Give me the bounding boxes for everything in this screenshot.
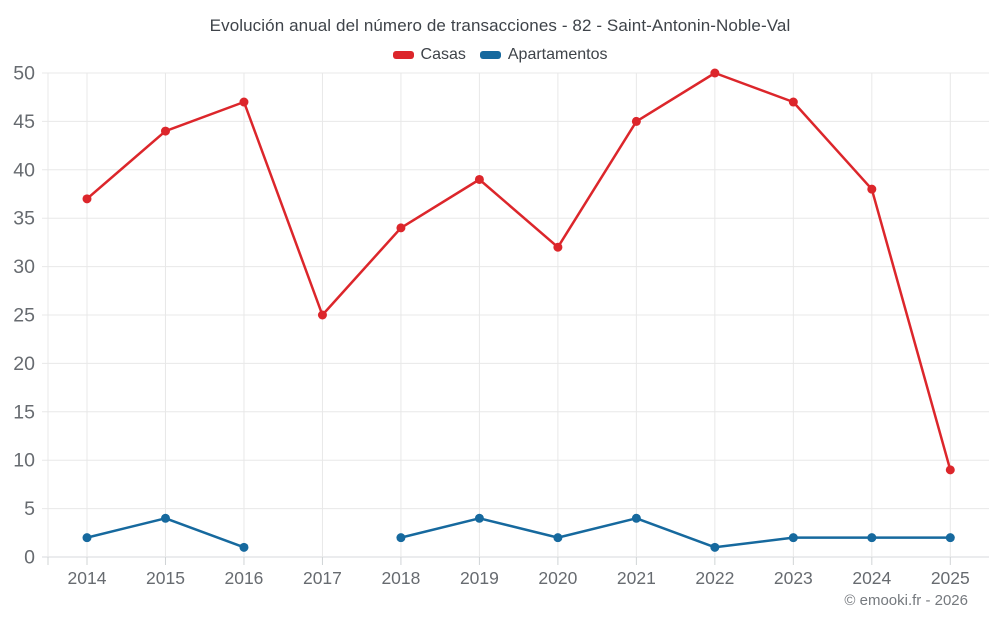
chart-legend: Casas Apartamentos xyxy=(0,44,1000,66)
data-point-casas-2024[interactable] xyxy=(867,184,877,194)
data-point-casas-2022[interactable] xyxy=(710,68,720,78)
y-tick-label: 10 xyxy=(13,450,35,472)
data-point-apartamentos-2023[interactable] xyxy=(788,533,798,543)
legend-label-apartamentos: Apartamentos xyxy=(507,46,608,63)
data-point-casas-2017[interactable] xyxy=(317,310,327,320)
data-point-apartamentos-2016[interactable] xyxy=(239,542,249,552)
x-tick-label: 2014 xyxy=(68,568,107,588)
y-tick-label: 0 xyxy=(24,547,35,569)
x-tick-label: 2022 xyxy=(695,568,734,588)
y-tick-label: 15 xyxy=(13,401,35,423)
copyright-credit: © emooki.fr - 2026 xyxy=(844,592,968,609)
legend-item-casas[interactable]: Casas xyxy=(392,46,466,64)
chart-title: Evolución anual del número de transaccio… xyxy=(209,16,791,35)
legend-item-apartamentos[interactable]: Apartamentos xyxy=(479,46,608,64)
series-line-casas xyxy=(85,71,952,472)
data-point-casas-2015[interactable] xyxy=(160,126,170,136)
x-tick-label: 2023 xyxy=(774,568,813,588)
x-tick-label: 2021 xyxy=(617,568,656,588)
legend-label-casas: Casas xyxy=(420,46,466,63)
series-line-apartamentos xyxy=(85,517,952,549)
data-point-apartamentos-2025[interactable] xyxy=(945,533,955,543)
y-tick-label: 35 xyxy=(13,208,35,230)
data-point-casas-2020[interactable] xyxy=(553,242,563,252)
data-point-casas-2025[interactable] xyxy=(945,465,955,475)
data-point-casas-2018[interactable] xyxy=(396,223,406,233)
x-tick-label: 2018 xyxy=(381,568,420,588)
x-tick-label: 2024 xyxy=(852,568,891,588)
data-point-casas-2023[interactable] xyxy=(788,97,798,107)
x-tick-label: 2025 xyxy=(931,568,970,588)
data-point-apartamentos-2022[interactable] xyxy=(710,542,720,552)
legend-swatch-apartamentos-icon xyxy=(479,51,501,59)
x-tick-label: 2016 xyxy=(224,568,263,588)
y-tick-label: 40 xyxy=(13,159,35,181)
y-tick-label: 5 xyxy=(24,498,35,520)
y-tick-label: 50 xyxy=(13,63,35,85)
legend-swatch-casas-icon xyxy=(392,51,414,59)
data-point-apartamentos-2018[interactable] xyxy=(396,533,406,543)
y-tick-label: 20 xyxy=(13,353,35,375)
x-tick-label: 2020 xyxy=(538,568,577,588)
data-point-casas-2019[interactable] xyxy=(474,174,484,184)
y-tick-label: 45 xyxy=(13,111,35,133)
data-point-apartamentos-2015[interactable] xyxy=(160,513,170,523)
y-tick-label: 25 xyxy=(13,305,35,327)
x-tick-label: 2017 xyxy=(303,568,342,588)
data-point-apartamentos-2021[interactable] xyxy=(631,513,641,523)
data-point-apartamentos-2019[interactable] xyxy=(474,513,484,523)
data-point-casas-2016[interactable] xyxy=(239,97,249,107)
data-point-apartamentos-2014[interactable] xyxy=(82,533,92,543)
x-tick-label: 2019 xyxy=(460,568,499,588)
data-point-apartamentos-2020[interactable] xyxy=(553,533,563,543)
data-point-casas-2021[interactable] xyxy=(631,116,641,126)
data-point-apartamentos-2024[interactable] xyxy=(867,533,877,543)
y-tick-label: 30 xyxy=(13,256,35,278)
data-point-casas-2014[interactable] xyxy=(82,194,92,204)
x-tick-label: 2015 xyxy=(146,568,185,588)
